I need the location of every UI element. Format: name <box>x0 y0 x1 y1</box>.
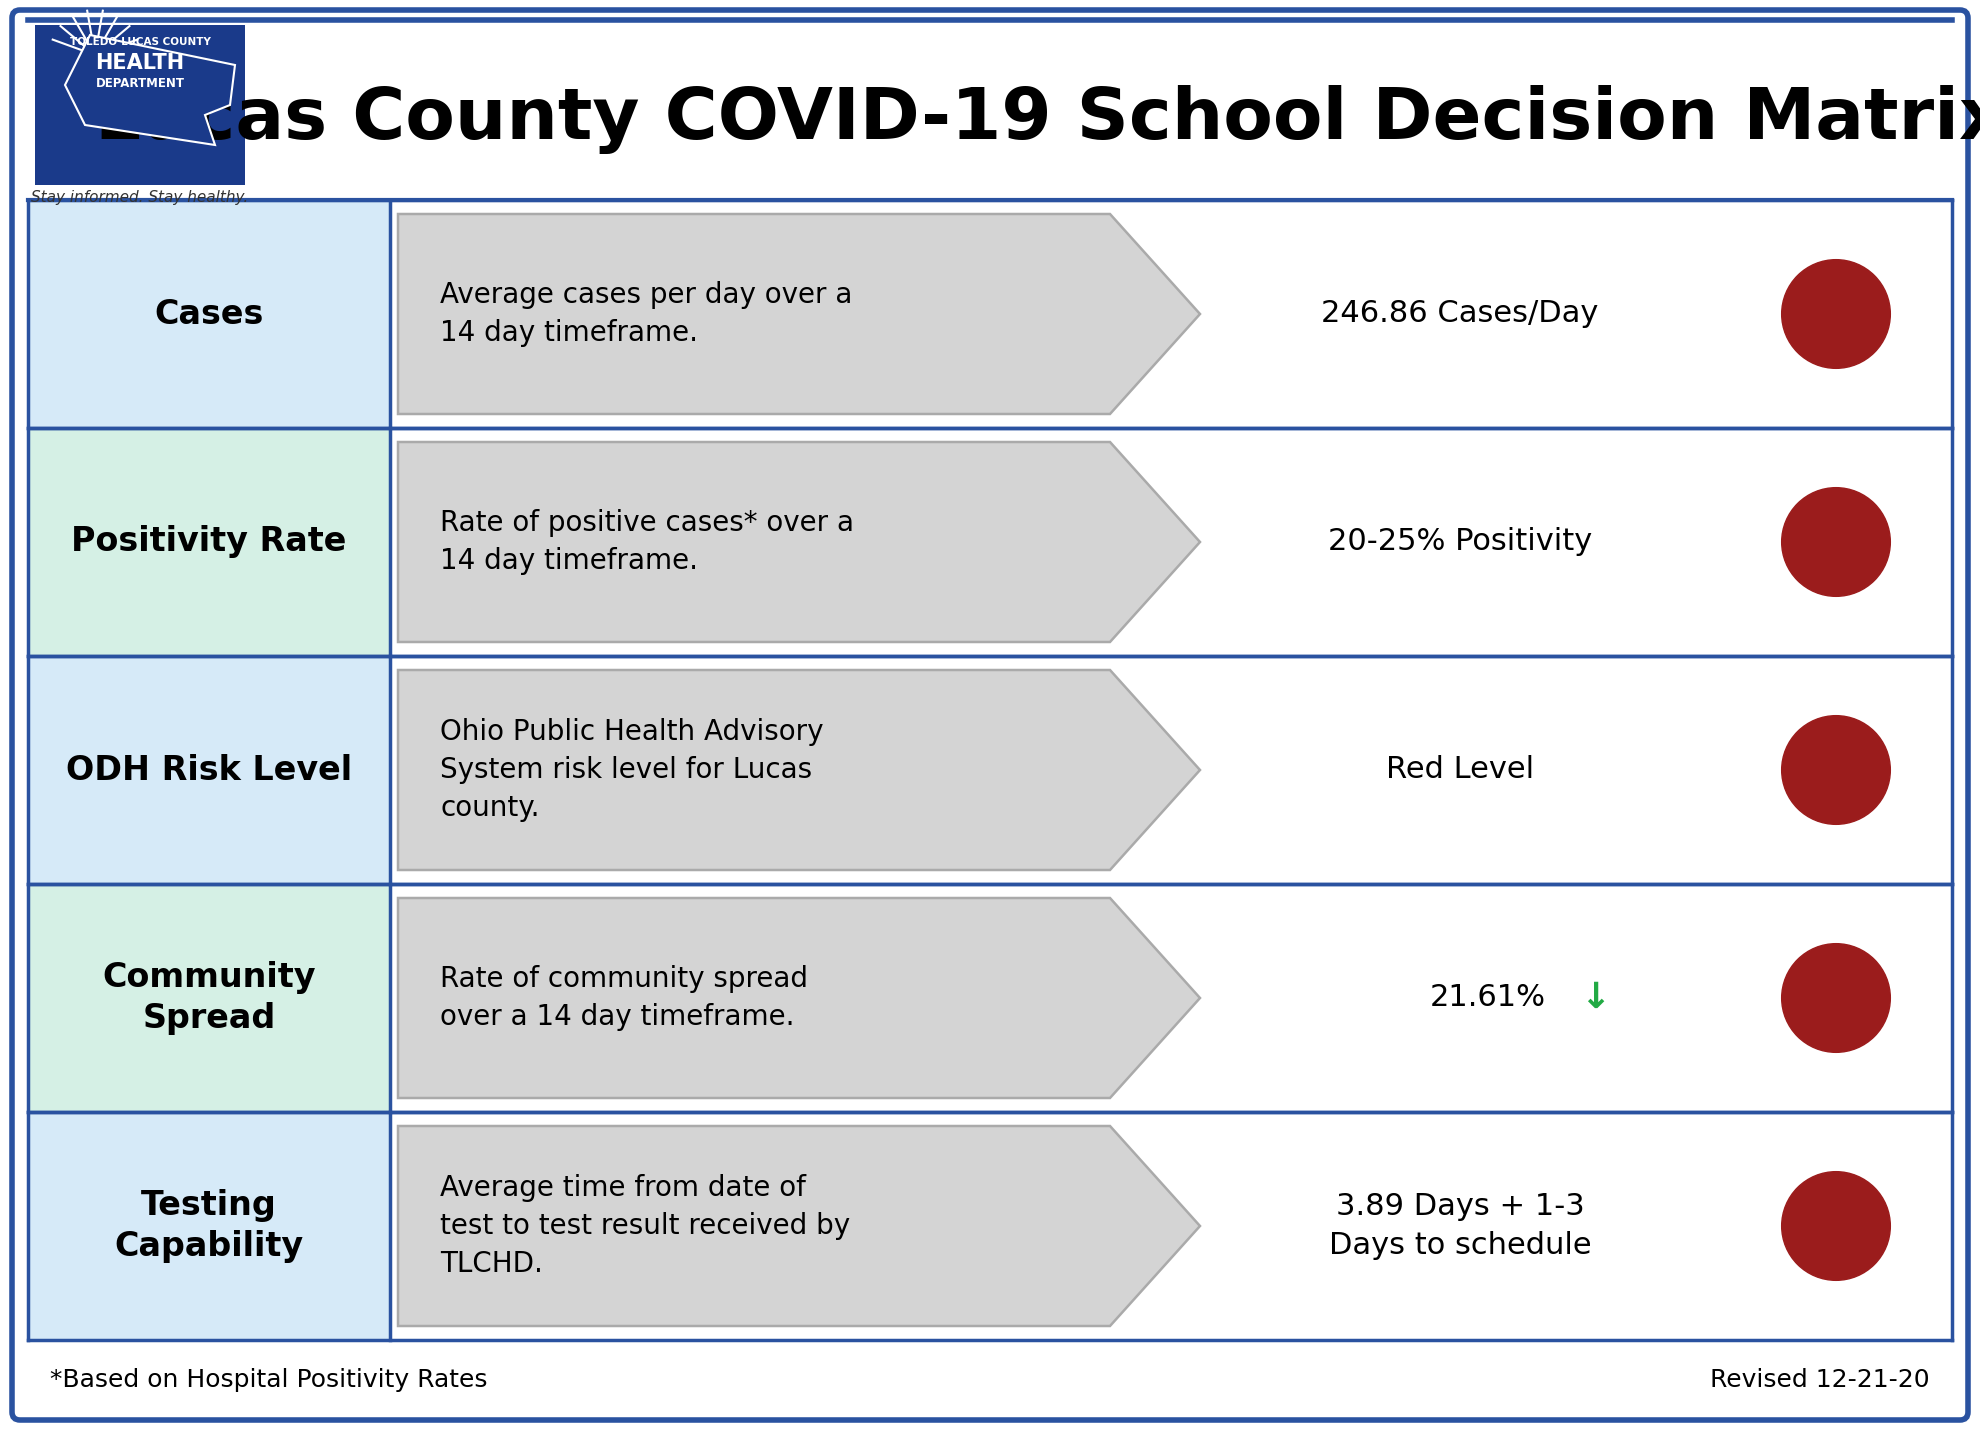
Bar <box>28 884 390 1113</box>
Text: ODH Risk Level: ODH Risk Level <box>65 754 352 786</box>
Bar <box>1200 428 1952 656</box>
Polygon shape <box>65 34 236 144</box>
Text: Community
Spread: Community Spread <box>103 961 315 1035</box>
Bar <box>28 200 390 428</box>
Circle shape <box>1782 488 1891 596</box>
Bar <box>1200 1113 1952 1340</box>
Circle shape <box>1782 715 1891 824</box>
FancyBboxPatch shape <box>12 10 1968 1420</box>
Polygon shape <box>398 442 1200 642</box>
Polygon shape <box>398 671 1200 869</box>
Text: Revised 12-21-20: Revised 12-21-20 <box>1711 1369 1930 1391</box>
Text: Stay informed. Stay healthy.: Stay informed. Stay healthy. <box>32 190 249 204</box>
Text: *Based on Hospital Positivity Rates: *Based on Hospital Positivity Rates <box>50 1369 487 1391</box>
Circle shape <box>1782 944 1891 1052</box>
Bar <box>1200 656 1952 884</box>
Circle shape <box>1782 1171 1891 1280</box>
Bar <box>28 1113 390 1340</box>
Text: Ohio Public Health Advisory
System risk level for Lucas
county.: Ohio Public Health Advisory System risk … <box>440 718 824 822</box>
Text: 246.86 Cases/Day: 246.86 Cases/Day <box>1321 299 1598 329</box>
Text: 21.61%: 21.61% <box>1430 984 1546 1012</box>
Text: Average cases per day over a
14 day timeframe.: Average cases per day over a 14 day time… <box>440 282 851 347</box>
Text: Lucas County COVID-19 School Decision Matrix: Lucas County COVID-19 School Decision Ma… <box>95 86 1980 154</box>
Polygon shape <box>398 1125 1200 1326</box>
Text: Red Level: Red Level <box>1386 755 1535 785</box>
Bar <box>36 24 246 184</box>
Bar <box>28 656 390 884</box>
Text: Cases: Cases <box>154 297 263 330</box>
Text: HEALTH: HEALTH <box>95 53 184 73</box>
Circle shape <box>1782 260 1891 369</box>
Text: 3.89 Days + 1-3
Days to schedule: 3.89 Days + 1-3 Days to schedule <box>1329 1193 1592 1260</box>
Text: Testing
Capability: Testing Capability <box>115 1190 303 1263</box>
Polygon shape <box>398 214 1200 415</box>
Polygon shape <box>398 898 1200 1098</box>
Text: DEPARTMENT: DEPARTMENT <box>95 77 184 90</box>
Text: TOLEDO·LUCAS COUNTY: TOLEDO·LUCAS COUNTY <box>69 37 210 47</box>
Text: ↓: ↓ <box>1580 981 1610 1015</box>
Text: Positivity Rate: Positivity Rate <box>71 525 346 559</box>
Text: Rate of community spread
over a 14 day timeframe.: Rate of community spread over a 14 day t… <box>440 965 808 1031</box>
Text: Rate of positive cases* over a
14 day timeframe.: Rate of positive cases* over a 14 day ti… <box>440 509 853 575</box>
Bar <box>1200 884 1952 1113</box>
Bar <box>28 428 390 656</box>
Text: Average time from date of
test to test result received by
TLCHD.: Average time from date of test to test r… <box>440 1174 849 1278</box>
Text: 20-25% Positivity: 20-25% Positivity <box>1329 528 1592 556</box>
Bar <box>1200 200 1952 428</box>
